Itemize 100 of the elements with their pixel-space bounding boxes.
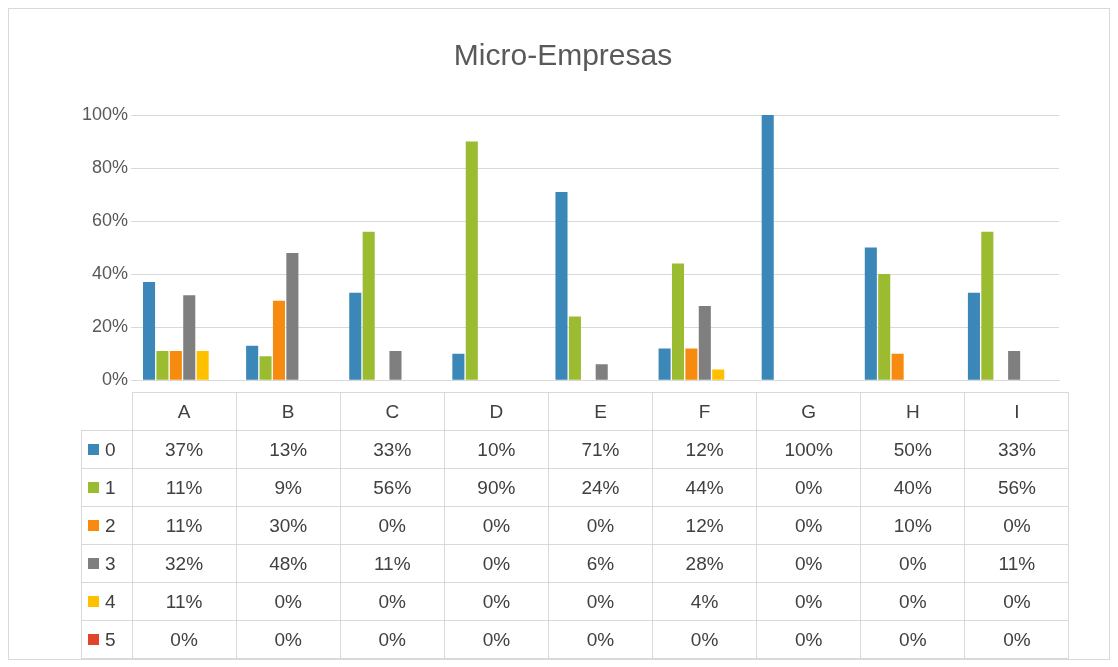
bar <box>286 252 299 380</box>
bar <box>864 247 877 380</box>
data-label: 100% <box>756 430 861 469</box>
data-label: 11% <box>132 582 237 621</box>
data-label: 11% <box>132 506 237 545</box>
data-label: 0% <box>964 582 1069 621</box>
x-tick-label: I <box>964 392 1069 431</box>
bar <box>259 356 272 380</box>
data-label: 56% <box>964 468 1069 507</box>
data-label: 0% <box>756 506 861 545</box>
data-label: 0% <box>340 506 445 545</box>
data-label: 0% <box>860 544 965 583</box>
bar <box>465 141 478 380</box>
data-label: 0% <box>756 468 861 507</box>
data-label: 0% <box>964 506 1069 545</box>
data-label: 33% <box>340 430 445 469</box>
bar <box>452 353 465 380</box>
legend-label: 5 <box>105 628 116 651</box>
x-tick-label: D <box>444 392 549 431</box>
data-label: 33% <box>964 430 1069 469</box>
legend-label: 3 <box>105 552 116 575</box>
data-label: 0% <box>860 582 965 621</box>
legend-label: 1 <box>105 476 116 499</box>
data-label: 6% <box>548 544 653 583</box>
bar <box>761 115 774 380</box>
x-tick-label: G <box>756 392 861 431</box>
bar <box>1008 351 1021 380</box>
data-label: 28% <box>652 544 757 583</box>
bar <box>156 351 169 380</box>
bar <box>685 348 698 380</box>
bar <box>671 263 685 380</box>
data-label: 50% <box>860 430 965 469</box>
data-label: 0% <box>444 620 549 659</box>
data-label: 0% <box>756 620 861 659</box>
bar <box>183 295 196 380</box>
data-label: 0% <box>652 620 757 659</box>
data-label: 0% <box>756 544 861 583</box>
data-label: 0% <box>236 582 341 621</box>
bar <box>981 231 994 380</box>
x-tick-label: E <box>548 392 653 431</box>
data-label: 10% <box>444 430 549 469</box>
y-tick-label: 100% <box>81 103 128 124</box>
bar <box>272 300 285 380</box>
bar <box>568 316 581 380</box>
bar <box>712 369 725 380</box>
data-label: 4% <box>652 582 757 621</box>
data-label: 0% <box>548 582 653 621</box>
data-label: 12% <box>652 430 757 469</box>
chart-title: Micro-Empresas <box>453 38 673 72</box>
y-tick-label: 40% <box>91 263 128 284</box>
data-label: 0% <box>444 582 549 621</box>
bar <box>891 353 904 380</box>
data-label: 0% <box>756 582 861 621</box>
data-label: 9% <box>236 468 341 507</box>
data-label: 0% <box>340 582 445 621</box>
bar <box>349 292 362 380</box>
data-label: 90% <box>444 468 549 507</box>
bar <box>698 305 711 380</box>
data-label: 40% <box>860 468 965 507</box>
data-label: 48% <box>236 544 341 583</box>
y-tick-label: 0% <box>101 369 128 390</box>
y-tick-label: 60% <box>91 210 128 231</box>
data-label: 0% <box>548 506 653 545</box>
data-label: 30% <box>236 506 341 545</box>
data-label: 11% <box>132 468 237 507</box>
data-label: 10% <box>860 506 965 545</box>
data-label: 56% <box>340 468 445 507</box>
bar <box>595 364 608 380</box>
bar <box>555 191 568 380</box>
data-label: 0% <box>132 620 237 659</box>
bar <box>362 231 375 380</box>
data-label: 71% <box>548 430 653 469</box>
data-label: 12% <box>652 506 757 545</box>
bar <box>878 274 891 380</box>
legend-label: 4 <box>105 590 116 613</box>
data-label: 11% <box>964 544 1069 583</box>
data-label: 0% <box>444 506 549 545</box>
legend-label: 2 <box>105 514 116 537</box>
data-label: 0% <box>444 544 549 583</box>
x-tick-label: C <box>340 392 445 431</box>
bar <box>389 351 402 380</box>
bar <box>967 292 980 380</box>
data-label: 0% <box>340 620 445 659</box>
data-label: 0% <box>236 620 341 659</box>
data-label: 32% <box>132 544 237 583</box>
bar <box>246 345 259 380</box>
x-tick-label: H <box>860 392 965 431</box>
x-tick-label: A <box>132 392 237 431</box>
x-tick-label: F <box>652 392 757 431</box>
data-label: 44% <box>652 468 757 507</box>
data-label: 24% <box>548 468 653 507</box>
y-tick-label: 20% <box>91 316 128 337</box>
bar <box>196 351 209 380</box>
data-label: 0% <box>964 620 1069 659</box>
bar <box>658 348 671 380</box>
data-label: 11% <box>340 544 445 583</box>
data-label: 13% <box>236 430 341 469</box>
legend-label: 0 <box>105 438 116 461</box>
bar <box>143 282 156 380</box>
data-label: 0% <box>860 620 965 659</box>
